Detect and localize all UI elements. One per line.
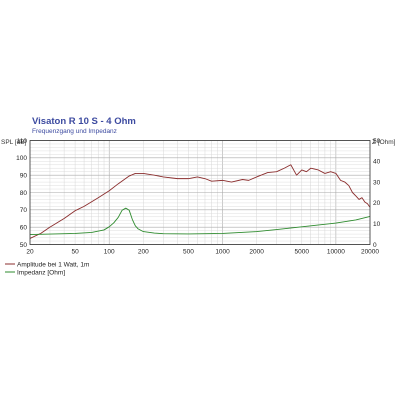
x-tick-label: 1000 xyxy=(215,249,230,256)
right-y-tick-label: 10 xyxy=(373,221,381,228)
left-y-tick-label: 110 xyxy=(17,138,28,145)
right-y-tick-label: 30 xyxy=(373,179,381,186)
series-group xyxy=(29,164,371,239)
amplitude-line xyxy=(29,164,371,239)
tick-labels: 20 50 100 200 500 1000 2000 5000 10000 2000050607… xyxy=(16,138,380,256)
x-tick-label: 5000 xyxy=(295,249,310,256)
x-tick-label: 50 xyxy=(71,249,79,256)
right-y-tick-label: 20 xyxy=(373,200,381,207)
x-tick-label: 20 xyxy=(26,249,34,256)
chart-subtitle: Frequenzgang und Impedanz xyxy=(32,128,117,135)
left-y-tick-label: 90 xyxy=(20,172,28,179)
right-axis-title: Z [Ohm] xyxy=(372,139,396,146)
left-y-tick-label: 60 xyxy=(20,224,28,231)
left-y-tick-label: 70 xyxy=(20,207,28,214)
right-y-tick-label: 0 xyxy=(373,242,377,249)
x-tick-label: 20000 xyxy=(361,249,379,256)
right-y-tick-label: 50 xyxy=(373,138,381,145)
left-y-tick-label: 100 xyxy=(16,155,27,162)
x-tick-label: 200 xyxy=(138,249,149,256)
legend-label: Impedanz [Ohm] xyxy=(17,269,65,276)
left-y-tick-label: 50 xyxy=(20,242,28,249)
left-axis-title: SPL [dB] xyxy=(1,139,27,146)
x-tick-label: 500 xyxy=(183,249,194,256)
plot-frame xyxy=(29,140,371,245)
x-tick-label: 2000 xyxy=(249,249,264,256)
impedance-line xyxy=(29,207,371,235)
left-y-tick-label: 80 xyxy=(20,190,28,197)
x-tick-label: 100 xyxy=(104,249,115,256)
chart-title: Visaton R 10 S - 4 Ohm xyxy=(32,116,136,127)
legend-label: Amplitude bei 1 Watt, 1m xyxy=(17,261,89,268)
right-y-tick-label: 40 xyxy=(373,159,381,166)
x-tick-label: 10000 xyxy=(327,249,345,256)
